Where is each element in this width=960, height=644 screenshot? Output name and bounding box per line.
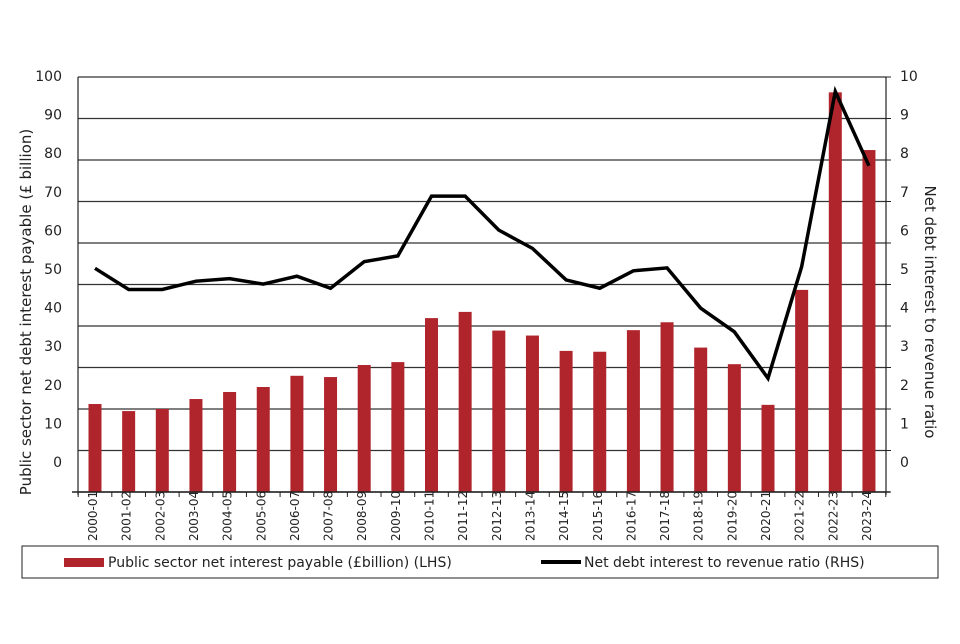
x-axis-tick-label: 2004-05	[221, 491, 235, 541]
right-axis-tick-label: 6	[900, 223, 909, 239]
right-axis-tick-label: 10	[900, 69, 918, 85]
x-axis-tick-label: 2022-23	[826, 491, 840, 541]
x-axis-tick-label: 2011-12	[456, 491, 470, 541]
bar	[560, 351, 573, 492]
bar	[223, 392, 236, 492]
right-axis-tick-label: 9	[900, 108, 909, 124]
right-axis-tick-label: 5	[900, 262, 909, 278]
left-axis-tick-label: 90	[44, 108, 62, 124]
x-axis-tick-label: 2005-06	[254, 491, 268, 541]
left-axis-tick-label: 100	[35, 69, 62, 85]
x-axis-tick-label: 2013-14	[523, 491, 537, 541]
right-axis-tick-label: 2	[900, 378, 909, 394]
x-axis-tick-label: 2016-17	[624, 491, 638, 541]
x-axis-tick-label: 2001-02	[120, 491, 134, 541]
x-axis-tick-label: 2007-08	[322, 491, 336, 541]
right-axis-tick-label: 1	[900, 416, 909, 432]
legend-label-bars: Public sector net interest payable (£bil…	[108, 555, 452, 571]
right-axis-tick-label: 8	[900, 146, 909, 162]
left-axis-tick-label: 10	[44, 416, 62, 432]
x-axis-tick-label: 2003-04	[187, 491, 201, 541]
bar	[762, 405, 775, 492]
bar	[661, 322, 674, 492]
bar	[862, 150, 875, 492]
right-axis-title: Net debt interest to revenue ratio	[921, 186, 939, 439]
x-axis-tick-label: 2014-15	[557, 491, 571, 541]
bar	[829, 92, 842, 492]
x-axis-ticks: 2000-01 2001-02 2002-03 2003-04 2004-05 2005-…	[86, 491, 874, 541]
x-axis-tick-label: 2008-09	[355, 491, 369, 541]
bar	[459, 312, 472, 492]
left-axis-tick-label: 60	[44, 223, 62, 239]
left-axis-tick-label: 30	[44, 339, 62, 355]
x-axis-tick-label: 2000-01	[86, 491, 100, 541]
bar	[324, 377, 337, 492]
left-axis-tick-label: 70	[44, 185, 62, 201]
bar	[728, 364, 741, 492]
right-axis-tick-label: 0	[900, 455, 909, 471]
bar	[257, 387, 270, 492]
x-axis-tick-label: 2002-03	[153, 491, 167, 541]
left-axis-title: Public sector net debt interest payable …	[17, 129, 35, 495]
bar	[627, 330, 640, 492]
left-axis-tick-label: 50	[44, 262, 62, 278]
bar-series	[89, 92, 876, 492]
bar	[89, 404, 102, 492]
bar	[358, 365, 371, 492]
right-axis-tick-label: 4	[900, 301, 909, 317]
bar	[156, 409, 169, 492]
ratio-line	[95, 92, 869, 379]
bar	[593, 352, 606, 492]
left-axis-tick-label: 80	[44, 146, 62, 162]
bar	[526, 336, 539, 492]
bar	[425, 318, 438, 492]
x-axis-tick-label: 2023-24	[860, 491, 874, 541]
bar	[795, 290, 808, 492]
bar	[290, 376, 303, 492]
bar	[189, 399, 202, 492]
x-axis-tick-label: 2015-16	[591, 491, 605, 541]
x-axis-tick-label: 2009-10	[389, 491, 403, 541]
legend-label-line: Net debt interest to revenue ratio (RHS)	[584, 555, 865, 571]
left-axis-tick-label: 20	[44, 378, 62, 394]
legend-swatch-bars	[64, 558, 104, 567]
x-axis-tick-label: 2018-19	[692, 491, 706, 541]
x-axis-tick-label: 2019-20	[725, 491, 739, 541]
x-axis-tick-label: 2020-21	[759, 491, 773, 541]
bar	[694, 348, 707, 492]
x-axis-tick-label: 2010-11	[423, 491, 437, 541]
bar	[122, 411, 135, 492]
legend-swatch-line	[541, 560, 581, 564]
left-axis-tick-label: 40	[44, 301, 62, 317]
legend: Public sector net interest payable (£bil…	[22, 546, 938, 578]
x-axis-tick-label: 2006-07	[288, 491, 302, 541]
line-series	[95, 91, 869, 378]
right-axis-tick-label: 3	[900, 339, 909, 355]
right-axis-tick-label: 7	[900, 185, 909, 201]
bar	[492, 331, 505, 492]
x-axis-tick-label: 2021-22	[793, 491, 807, 541]
bar	[391, 362, 404, 492]
x-axis-tick-label: 2017-18	[658, 491, 672, 541]
left-axis-tick-label: 0	[53, 455, 62, 471]
x-axis-tick-label: 2012-13	[490, 491, 504, 541]
